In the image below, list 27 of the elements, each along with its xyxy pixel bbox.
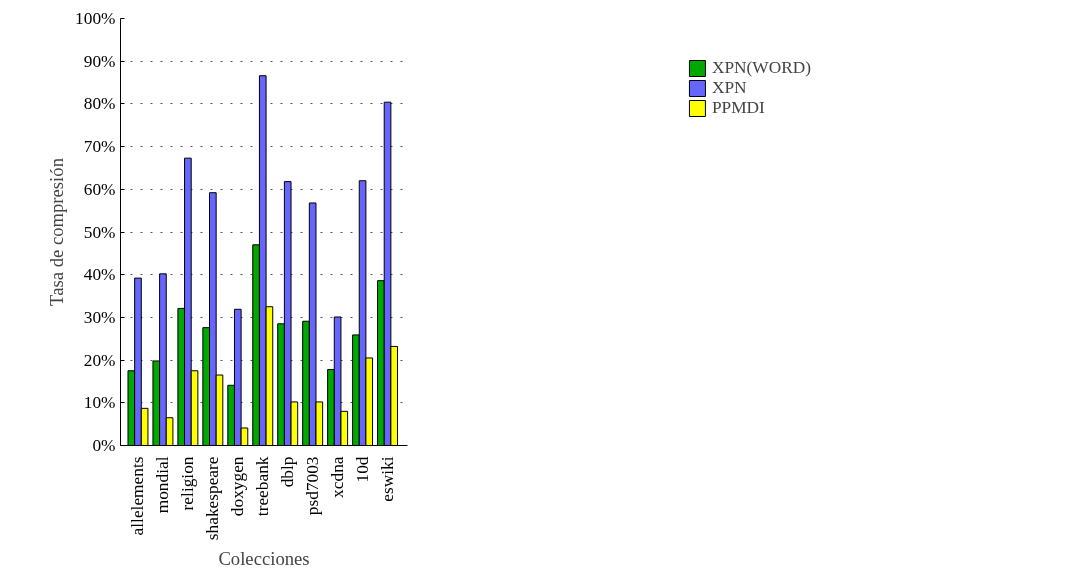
x-tick-label: doxygen: [228, 456, 248, 517]
y-tick-label: 90%: [83, 51, 116, 71]
y-tick-label: 60%: [83, 179, 116, 199]
x-tick-label: dblp: [278, 456, 298, 488]
legend-label: PPMDI: [711, 98, 765, 118]
x-tick-label: psd7003: [303, 456, 323, 516]
y-axis-title: Tasa de compresión: [46, 157, 68, 306]
x-tick-label: treebank: [253, 456, 273, 517]
x-tick-label: eswiki: [378, 456, 398, 502]
x-tick-label: xcdna: [328, 456, 348, 498]
y-tick-label: 80%: [83, 94, 116, 114]
y-tick-label: 50%: [83, 222, 116, 242]
x-tick-label: shakespeare: [203, 456, 223, 541]
y-tick-label: 0%: [92, 436, 116, 455]
x-axis-title: Colecciones: [218, 548, 310, 570]
x-tick-label: allelements: [128, 456, 148, 536]
x-tick-label: religion: [178, 456, 198, 511]
y-tick-label: 40%: [83, 265, 116, 285]
x-tick-label: mondial: [153, 456, 173, 514]
legend-label: XPN: [711, 78, 747, 98]
legend-label: XPN(WORD): [711, 58, 812, 78]
y-tick-label: 10%: [83, 393, 116, 413]
y-tick-label: 30%: [83, 307, 116, 327]
y-tick-label: 70%: [83, 137, 116, 157]
y-tick-label: 20%: [83, 350, 116, 370]
x-tick-label: 10d: [353, 456, 373, 483]
y-tick-label: 100%: [75, 9, 116, 28]
